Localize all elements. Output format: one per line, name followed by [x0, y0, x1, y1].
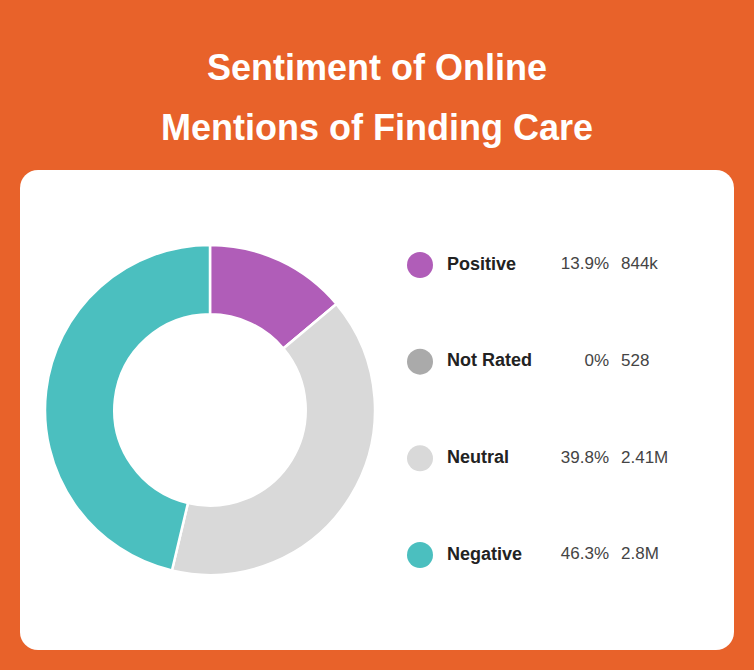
legend-row: Not Rated 0% 528 [407, 349, 649, 375]
legend-swatch [407, 252, 433, 278]
background [0, 0, 754, 670]
legend-count: 2.8M [621, 544, 659, 563]
legend: Positive 13.9% 844k Not Rated 0% 528 Neutral 39… [407, 252, 668, 568]
chart: Sentiment of Online Mentions of Finding C… [0, 0, 754, 670]
legend-row: Negative 46.3% 2.8M [407, 542, 659, 568]
subtitle: Mentions of Finding Care [161, 107, 593, 148]
legend-value: 13.9% [561, 254, 609, 273]
legend-row: Neutral 39.8% 2.41M [407, 445, 668, 471]
legend-swatch [407, 542, 433, 568]
legend-count: 844k [621, 254, 658, 273]
donut-slice [45, 245, 210, 571]
legend-label: Negative [447, 544, 522, 564]
legend-label: Neutral [447, 447, 509, 467]
legend-value: 39.8% [561, 448, 609, 467]
legend-row: Positive 13.9% 844k [407, 252, 658, 278]
legend-count: 528 [621, 351, 649, 370]
legend-swatch [407, 445, 433, 471]
legend-value: 46.3% [561, 544, 609, 563]
legend-swatch [407, 349, 433, 375]
legend-label: Positive [447, 254, 516, 274]
legend-count: 2.41M [621, 448, 668, 467]
title: Sentiment of Online [207, 47, 547, 88]
legend-label: Not Rated [447, 350, 532, 370]
card [20, 170, 734, 650]
donut-slice [172, 304, 375, 575]
donut [45, 245, 375, 575]
legend-value: 0% [584, 351, 609, 370]
